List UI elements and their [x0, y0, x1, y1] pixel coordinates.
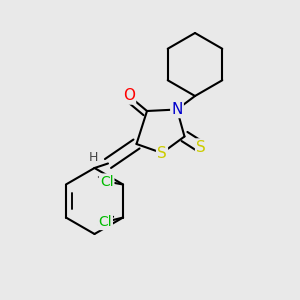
- Text: S: S: [157, 146, 167, 160]
- Text: N: N: [171, 102, 183, 117]
- Text: Cl: Cl: [100, 175, 113, 188]
- Text: O: O: [123, 88, 135, 104]
- Text: Cl: Cl: [98, 215, 112, 229]
- Text: H: H: [88, 151, 98, 164]
- Text: S: S: [196, 140, 206, 154]
